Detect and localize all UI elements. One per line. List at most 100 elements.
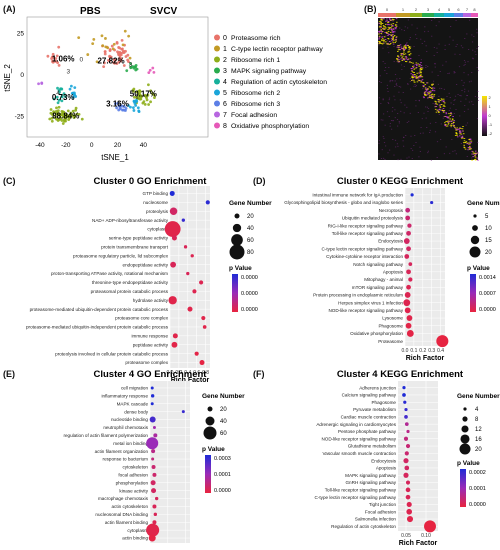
category-label: Focal adhesion [365, 509, 397, 514]
heat-cell [435, 25, 437, 27]
heat-cell [392, 28, 395, 30]
heat-cell [433, 80, 435, 82]
heat-cell [435, 102, 437, 104]
heat-cell [394, 42, 396, 43]
cell-point [101, 44, 105, 47]
size-legend-dot [462, 416, 468, 422]
x-tick-label: 0.4 [437, 348, 444, 354]
heat-cell [383, 40, 385, 42]
enrichment-point [205, 200, 210, 205]
heat-cell [431, 35, 433, 37]
heat-cell [403, 30, 405, 31]
heat-cell [400, 102, 402, 104]
cell-point [115, 40, 119, 44]
y-tick-label: 0 [20, 72, 24, 79]
category-label: Toll-like receptor signaling pathway [325, 487, 397, 492]
heat-cell [456, 136, 459, 138]
enrichment-point [405, 494, 411, 500]
heat-cell [432, 83, 434, 85]
cell-point [117, 104, 121, 108]
heat-cell [442, 105, 445, 107]
heat-cell [455, 109, 457, 110]
heat-cell [425, 89, 428, 91]
size-legend-dot [205, 416, 215, 426]
heat-cell [388, 24, 390, 25]
cell-point [74, 108, 78, 112]
heat-cell [388, 99, 390, 101]
heat-cell [403, 66, 405, 67]
heat-cell [455, 133, 458, 134]
cell-point [60, 119, 64, 122]
category-label: actin cytoskeleton [111, 504, 148, 509]
heat-cell [468, 139, 470, 140]
color-legend-title: p Value [229, 265, 252, 272]
cell-point [40, 82, 44, 85]
heat-cell [476, 67, 478, 68]
heat-cell [386, 35, 388, 36]
heat-cell [394, 80, 396, 82]
heat-cell [410, 73, 412, 75]
heat-cell [466, 143, 468, 145]
category-label: Endocytosis [371, 458, 396, 463]
heat-cell [406, 106, 408, 108]
heat-cell [423, 92, 426, 94]
heat-cell [425, 65, 427, 66]
cell-point [116, 51, 120, 55]
legend-label: MAPK signaling pathway [231, 68, 307, 75]
heat-cell [474, 51, 476, 53]
heat-cell [471, 41, 474, 43]
cell-point [56, 101, 60, 105]
heat-cell [411, 70, 413, 72]
heat-cell [463, 138, 466, 139]
legend-swatch [214, 78, 220, 85]
heat-cell [460, 143, 462, 144]
heat-cell [400, 58, 402, 60]
enrichment-point [201, 315, 206, 321]
panel-b-colorbar-ticks: 2 1 0 -1 -2 [489, 95, 493, 136]
legend-swatch [214, 34, 220, 41]
cell-point [55, 54, 59, 58]
heat-cell [388, 27, 391, 29]
heat-cell [415, 105, 417, 107]
heat-cell [398, 46, 401, 48]
heat-cell [465, 141, 468, 143]
percent-label: 0.73% [52, 93, 75, 102]
heat-cell [380, 33, 383, 34]
color-legend-tick: 0.0000 [479, 307, 496, 313]
size-legend-dot [460, 434, 470, 444]
heat-cell [395, 36, 398, 38]
heat-cell [418, 64, 421, 65]
heat-cell [386, 31, 388, 33]
heat-cell [379, 43, 382, 44]
heat-cell [469, 148, 471, 150]
heat-cell [417, 112, 419, 113]
heat-cell [378, 38, 380, 40]
heat-cell [413, 79, 415, 81]
cell-point [127, 60, 130, 64]
x-tick-label: 0.2 [175, 370, 182, 376]
heat-cell [427, 97, 429, 99]
cell-point [63, 116, 67, 119]
enrichment-point [154, 496, 159, 501]
cell-point [58, 116, 62, 120]
heat-cell [395, 18, 398, 20]
enrichment-point [146, 437, 159, 450]
heat-cell [459, 128, 461, 129]
enrichment-point [171, 235, 177, 241]
heat-cell [380, 23, 382, 25]
heat-cell [385, 41, 387, 43]
heat-cell [452, 39, 454, 41]
category-label: kinase activity [119, 488, 148, 493]
heat-cell [435, 111, 438, 113]
heat-cell [464, 142, 466, 143]
heat-cell [395, 37, 398, 39]
heat-cell [438, 109, 441, 110]
cell-point [64, 95, 67, 98]
category-label: Toll-like receptor signaling pathway [332, 231, 404, 236]
heat-cell [395, 146, 397, 148]
heat-cell [446, 96, 448, 97]
cell-point [131, 106, 135, 110]
color-legend-tick: 0.0000 [241, 307, 258, 313]
heat-cell [434, 63, 436, 65]
